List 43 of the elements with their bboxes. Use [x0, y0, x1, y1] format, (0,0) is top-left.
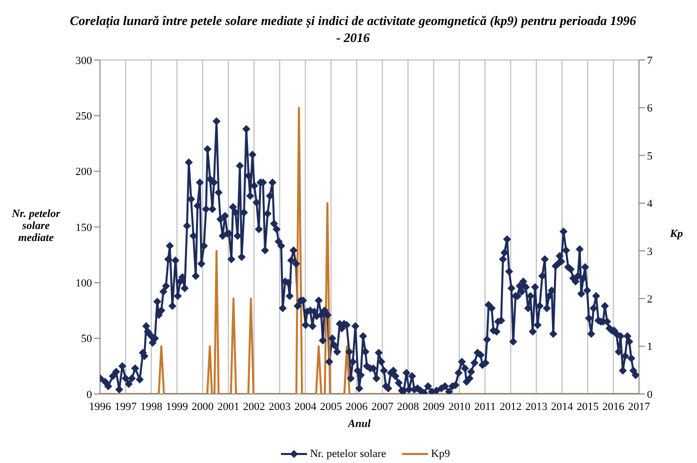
y2-tick-label: 2: [647, 293, 652, 306]
x-tick-label: 2001: [217, 400, 240, 413]
x-tick-label: 2003: [268, 400, 292, 413]
x-tick-label: 2012: [500, 400, 522, 413]
y-tick-label: 200: [76, 166, 92, 178]
x-tick-label: 2007: [371, 400, 394, 413]
x-tick-label: 2006: [346, 400, 368, 413]
y-tick-label: 150: [76, 222, 92, 234]
y-tick-label: 300: [76, 54, 92, 67]
y2-tick-label: 3: [647, 246, 653, 258]
y2-tick-label: 7: [647, 54, 653, 67]
x-tick-label: 1999: [166, 400, 188, 413]
legend-label: Nr. petelor solare: [310, 448, 386, 460]
x-tick-label: 1998: [140, 400, 163, 413]
x-tick-label: 1997: [114, 400, 138, 413]
x-tick-label: 2004: [294, 400, 317, 413]
y-tick-label: 250: [76, 110, 92, 123]
x-tick-label: 2013: [525, 400, 548, 413]
x-axis-title: Anul: [348, 418, 371, 430]
y2-tick-label: 0: [647, 388, 653, 401]
y2-tick-label: 1: [647, 341, 652, 354]
x-tick-label: 2008: [397, 400, 420, 413]
y2-tick-label: 4: [647, 198, 653, 210]
x-tick-label: 2015: [576, 400, 600, 413]
y2-axis-title: Kp: [670, 228, 683, 240]
y-axis-title: Nr. petelor solare mediate: [10, 208, 62, 244]
x-tick-label: 2014: [551, 400, 574, 413]
x-tick-label: 2016: [602, 400, 625, 413]
y-tick-label: 50: [81, 333, 92, 346]
x-tick-label: 2010: [448, 400, 471, 413]
x-tick-label: 2009: [422, 400, 446, 413]
x-tick-label: 2011: [474, 400, 496, 413]
y2-tick-label: 6: [647, 102, 653, 115]
x-tick-label: 2005: [320, 400, 342, 413]
chart-title: Corelația lunară între petele solare mediate și indici de activitate geomgnetică (kp9) pentru perioada 1996 - 2016: [68, 12, 638, 46]
x-tick-label: 2000: [192, 400, 214, 413]
y2-tick-label: 5: [647, 150, 653, 162]
x-tick-label: 2002: [243, 400, 265, 413]
y-tick-label: 0: [86, 388, 92, 401]
x-tick-label: 1996: [89, 400, 112, 413]
x-tick-label: 2017: [628, 400, 650, 413]
y-tick-label: 100: [76, 278, 92, 290]
legend-label: Kp9: [431, 448, 450, 460]
